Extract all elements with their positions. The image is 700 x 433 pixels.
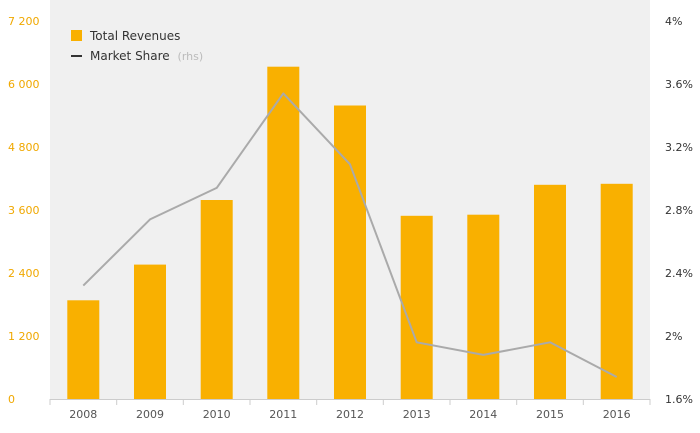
x-axis: 2008 2009 2010 2011 2012 2013 2014 2015 2016 — [49, 399, 651, 421]
bar-2009 — [134, 264, 166, 399]
legend-swatch-total-revenues — [71, 30, 82, 41]
x-tick-label-2016: 2016 — [603, 408, 631, 421]
right-tick-label: 2.4% — [665, 267, 693, 280]
bar-2012 — [334, 105, 366, 399]
right-tick-label: 2% — [665, 330, 682, 343]
bar-2014 — [467, 214, 500, 399]
market-share-line — [82, 92, 618, 378]
x-tick-label-2012: 2012 — [336, 408, 364, 421]
bar-2016 — [600, 183, 633, 400]
left-tick-label: 6 000 — [8, 78, 40, 91]
bar-2008 — [67, 300, 100, 399]
left-tick-label: 2 400 — [8, 267, 40, 280]
bar-2011 — [267, 66, 300, 399]
right-y-axis: 1.6% 2% 2.4% 2.8% 3.2% 3.6% 4% — [665, 15, 693, 406]
left-tick-label: 7 200 — [8, 15, 40, 28]
legend: Total Revenues Market Share (rhs) — [71, 29, 203, 63]
legend-label-total-revenues: Total Revenues — [89, 29, 180, 43]
left-tick-label: 1 200 — [8, 330, 40, 343]
left-tick-label: 3 600 — [8, 204, 40, 217]
legend-label-market-share-name: Market Share — [90, 49, 170, 63]
x-tick-label-2010: 2010 — [203, 408, 231, 421]
right-tick-label: 3.6% — [665, 78, 693, 91]
x-tick-label-2011: 2011 — [269, 408, 297, 421]
right-tick-label: 4% — [665, 15, 682, 28]
left-y-axis: 0 1 200 2 400 3 600 4 800 6 000 7 200 — [8, 15, 40, 406]
left-tick-label: 4 800 — [8, 141, 40, 154]
legend-label-market-share: Market Share (rhs) — [90, 49, 203, 63]
x-tick-label-2008: 2008 — [69, 408, 97, 421]
right-tick-label: 1.6% — [665, 393, 693, 406]
bar-2010 — [200, 200, 233, 399]
bar-2013 — [400, 215, 433, 399]
right-tick-label: 3.2% — [665, 141, 693, 154]
bar-2015 — [534, 184, 566, 399]
x-tick-label-2009: 2009 — [136, 408, 164, 421]
x-tick-label-2014: 2014 — [469, 408, 497, 421]
x-tick-label-2015: 2015 — [536, 408, 564, 421]
legend-label-rhs-suffix: (rhs) — [178, 50, 204, 63]
right-tick-label: 2.8% — [665, 204, 693, 217]
x-tick-label-2013: 2013 — [403, 408, 431, 421]
revenue-bars — [67, 66, 633, 400]
left-tick-label: 0 — [8, 393, 15, 406]
